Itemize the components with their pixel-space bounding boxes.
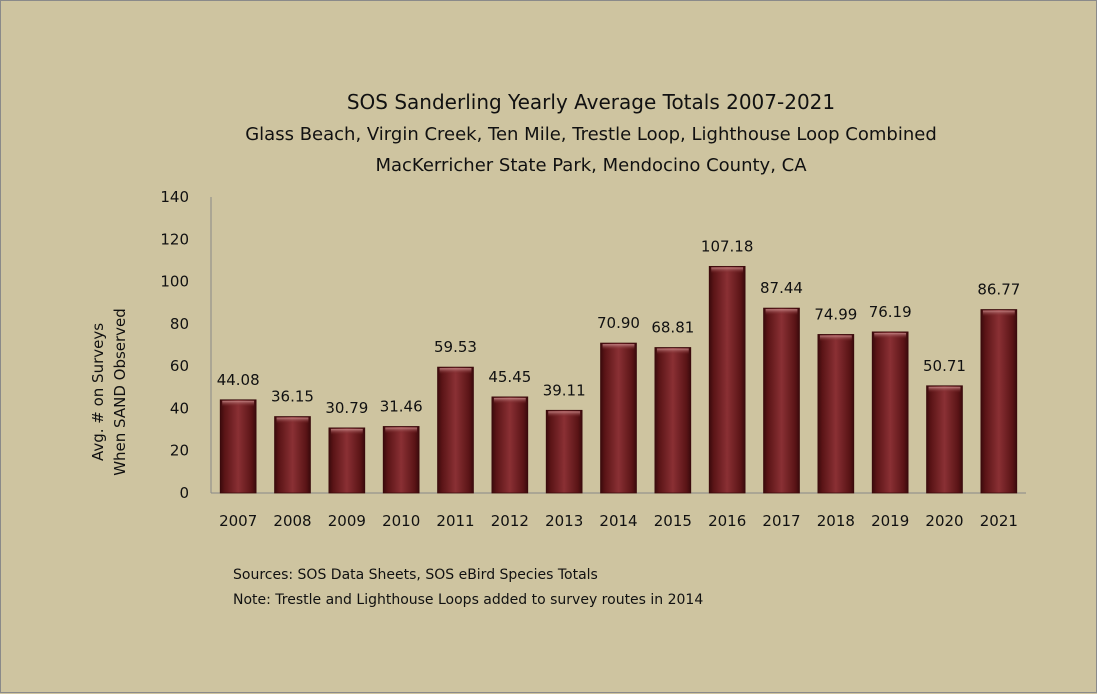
bar-2010 [382, 426, 420, 494]
x-tick-label: 2017 [762, 512, 800, 530]
data-label: 44.08 [217, 371, 260, 389]
bars [219, 265, 1018, 494]
bar-2012 [491, 396, 529, 494]
data-label: 86.77 [977, 281, 1020, 299]
x-tick-label: 2007 [219, 512, 257, 530]
bar-highlight [819, 335, 852, 342]
y-axis-label-line-1: Avg. # on Surveys [89, 323, 107, 461]
bar [274, 416, 311, 494]
data-label: 74.99 [814, 305, 857, 323]
bar-highlight [656, 348, 689, 355]
data-label: 39.11 [543, 381, 586, 399]
data-label: 36.15 [271, 388, 314, 406]
x-tick-label: 2009 [328, 512, 366, 530]
bar-2014 [600, 342, 637, 494]
bar-2013 [545, 409, 583, 494]
data-label: 70.90 [597, 314, 640, 332]
bar [328, 427, 366, 494]
bar [654, 347, 692, 494]
data-label: 59.53 [434, 338, 477, 356]
y-tick-label: 100 [160, 273, 189, 291]
bar [763, 307, 800, 494]
chart-title: SOS Sanderling Yearly Average Totals 200… [347, 90, 835, 114]
x-tick-label: 2019 [871, 512, 909, 530]
bar-highlight [711, 267, 744, 274]
chart-subtitle-line-2: MacKerricher State Park, Mendocino Count… [375, 155, 807, 176]
bar-2017 [763, 307, 800, 494]
bar-2009 [328, 427, 366, 494]
data-label: 31.46 [380, 397, 423, 415]
bar-2016 [708, 265, 746, 494]
bar [817, 334, 855, 494]
sources-note: Sources: SOS Data Sheets, SOS eBird Spec… [233, 567, 598, 583]
y-tick-label: 120 [160, 230, 189, 248]
bar-2011 [437, 366, 474, 494]
x-tick-labels: 2007 2008 2009 2010 2011 2012 2013 2014 2015 2016… [219, 512, 1018, 530]
bar-highlight [548, 411, 581, 418]
x-tick-label: 2014 [599, 512, 637, 530]
y-tick-label: 0 [179, 484, 189, 502]
bar-2019 [871, 331, 909, 494]
bar-highlight [439, 368, 472, 375]
routes-note: Note: Trestle and Lighthouse Loops added… [233, 592, 703, 608]
x-tick-label: 2008 [273, 512, 311, 530]
y-tick-label: 60 [170, 357, 189, 375]
bar-2015 [654, 347, 692, 494]
data-label: 68.81 [651, 319, 694, 337]
bar-highlight [276, 417, 309, 424]
chart-subtitle-line-1: Glass Beach, Virgin Creek, Ten Mile, Tre… [245, 124, 937, 145]
bar-2007 [219, 399, 257, 494]
bar [491, 396, 529, 494]
x-tick-label: 2015 [654, 512, 692, 530]
data-label: 45.45 [488, 368, 531, 386]
bar [437, 366, 474, 494]
bar [545, 409, 583, 494]
data-label: 87.44 [760, 279, 803, 297]
bar-highlight [493, 397, 526, 404]
x-tick-label: 2012 [491, 512, 529, 530]
x-tick-label: 2010 [382, 512, 420, 530]
bar-2021 [980, 309, 1018, 494]
x-tick-label: 2011 [436, 512, 474, 530]
data-label: 76.19 [869, 303, 912, 321]
bar [382, 426, 420, 494]
bar [926, 385, 963, 494]
data-labels: 44.08 36.15 30.79 31.46 59.53 45.45 39.11 70.90… [217, 237, 1021, 417]
bar [708, 265, 746, 494]
data-label: 107.18 [701, 237, 754, 255]
y-tick-label: 80 [170, 315, 189, 333]
data-label: 50.71 [923, 357, 966, 375]
y-tick-label: 40 [170, 399, 189, 417]
bar-highlight [222, 400, 255, 407]
bar-2018 [817, 334, 855, 494]
x-tick-label: 2013 [545, 512, 583, 530]
y-tick-labels: 0 20 40 60 80 100 120 140 [160, 188, 189, 502]
bar-highlight [330, 428, 363, 435]
bar [600, 342, 637, 494]
bar-highlight [982, 310, 1015, 317]
y-tick-label: 140 [160, 188, 189, 206]
bar-highlight [765, 309, 798, 316]
bar-highlight [602, 344, 635, 351]
bar-2020 [926, 385, 963, 494]
bar-highlight [874, 332, 907, 339]
bar [871, 331, 909, 494]
y-axis-label-line-2: When SAND Observed [111, 308, 129, 476]
x-tick-label: 2018 [817, 512, 855, 530]
x-tick-label: 2020 [925, 512, 963, 530]
bar [219, 399, 257, 494]
y-tick-label: 20 [170, 442, 189, 460]
bar-highlight [385, 427, 418, 434]
bar-highlight [928, 386, 961, 393]
data-label: 30.79 [325, 399, 368, 417]
x-tick-label: 2016 [708, 512, 746, 530]
bar-2008 [274, 416, 311, 494]
bar [980, 309, 1018, 494]
x-tick-label: 2021 [980, 512, 1018, 530]
